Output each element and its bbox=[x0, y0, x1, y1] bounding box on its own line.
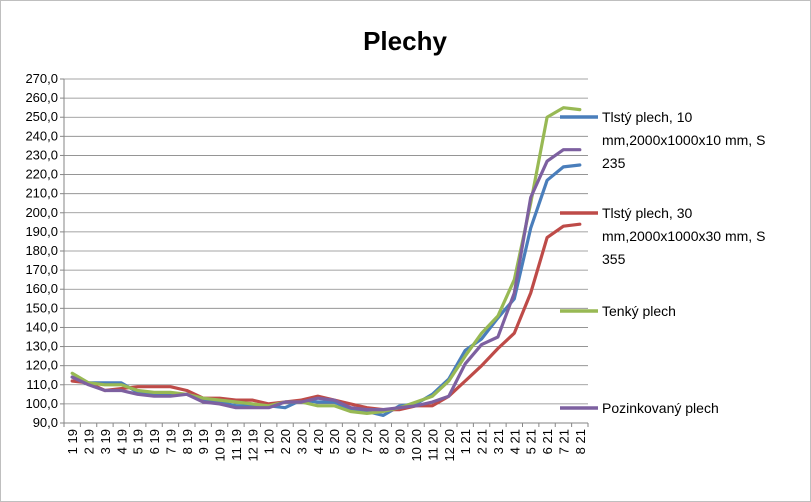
gridlines bbox=[64, 78, 588, 405]
legend-label-4: Pozinkovaný plech bbox=[602, 400, 719, 416]
legend-label-2: 355 bbox=[602, 251, 626, 267]
x-tick-label: 4 20 bbox=[311, 429, 326, 454]
series-line-3 bbox=[70, 106, 582, 415]
x-tick-label: 3 20 bbox=[294, 429, 309, 454]
y-tick-label: 140,0 bbox=[25, 319, 58, 334]
x-tick-label: 5 20 bbox=[327, 429, 342, 454]
x-tick-label: 8 20 bbox=[376, 429, 391, 454]
y-tick-label: 190,0 bbox=[25, 224, 58, 239]
x-tick-label: 5 21 bbox=[524, 429, 539, 454]
y-tick-label: 170,0 bbox=[25, 262, 58, 277]
legend: Tlstý plech, 10 mm,2000x1000x10 mm, S 235 T… bbox=[560, 109, 765, 416]
y-tick-label: 220,0 bbox=[25, 167, 58, 182]
x-tick-label: 6 19 bbox=[147, 429, 162, 454]
x-tick-label: 5 19 bbox=[131, 429, 146, 454]
series-line-4 bbox=[70, 148, 582, 412]
x-tick-label: 12 20 bbox=[442, 429, 457, 462]
y-tick-label: 120,0 bbox=[25, 358, 58, 373]
x-tick-label: 7 20 bbox=[360, 429, 375, 454]
x-axis-ticks: 1 19 2 19 3 19 4 19 5 19 6 19 7 19 8 19 9 19 10 1… bbox=[63, 423, 589, 462]
y-tick-label: 270,0 bbox=[25, 71, 58, 86]
x-tick-label: 4 21 bbox=[507, 429, 522, 454]
legend-label-1: mm,2000x1000x10 mm, S bbox=[602, 132, 765, 148]
y-tick-label: 230,0 bbox=[25, 147, 58, 162]
y-tick-label: 100,0 bbox=[25, 396, 58, 411]
y-tick-label: 240,0 bbox=[25, 128, 58, 143]
y-tick-label: 150,0 bbox=[25, 300, 58, 315]
x-tick-label: 12 19 bbox=[245, 429, 260, 462]
x-tick-label: 3 19 bbox=[98, 429, 113, 454]
y-tick-label: 90,0 bbox=[33, 415, 58, 430]
y-axis-ticks: 90,0 100,0 110,0 120,0 130,0 140,0 150,0 160,0 1… bbox=[25, 71, 64, 430]
x-tick-label: 1 21 bbox=[458, 429, 473, 454]
chart-title: Plechy bbox=[363, 26, 447, 56]
x-tick-label: 2 21 bbox=[475, 429, 490, 454]
series-line-1 bbox=[70, 163, 582, 417]
x-tick-label: 6 21 bbox=[540, 429, 555, 454]
x-tick-label: 9 19 bbox=[196, 429, 211, 454]
legend-label-1: 235 bbox=[602, 155, 626, 171]
x-tick-label: 2 19 bbox=[82, 429, 97, 454]
y-tick-label: 250,0 bbox=[25, 109, 58, 124]
series-line-2 bbox=[70, 222, 582, 412]
x-tick-label: 10 20 bbox=[409, 429, 424, 462]
y-tick-label: 260,0 bbox=[25, 90, 58, 105]
y-tick-label: 200,0 bbox=[25, 205, 58, 220]
x-tick-label: 2 20 bbox=[278, 429, 293, 454]
x-tick-label: 4 19 bbox=[114, 429, 129, 454]
y-tick-label: 180,0 bbox=[25, 243, 58, 258]
y-tick-label: 110,0 bbox=[26, 377, 58, 392]
legend-label-1: Tlstý plech, 10 bbox=[602, 109, 692, 125]
x-tick-label: 10 19 bbox=[213, 429, 228, 462]
x-tick-label: 8 21 bbox=[573, 429, 588, 454]
x-tick-label: 3 21 bbox=[491, 429, 506, 454]
x-tick-label: 8 19 bbox=[180, 429, 195, 454]
x-tick-label: 1 19 bbox=[65, 429, 80, 454]
x-tick-label: 7 21 bbox=[556, 429, 571, 454]
x-tick-label: 11 20 bbox=[425, 429, 440, 461]
legend-label-3: Tenký plech bbox=[602, 303, 676, 319]
x-tick-label: 11 19 bbox=[229, 429, 244, 461]
legend-label-2: mm,2000x1000x30 mm, S bbox=[602, 228, 765, 244]
series-lines bbox=[70, 106, 582, 417]
x-tick-label: 9 20 bbox=[393, 429, 408, 454]
legend-label-2: Tlstý plech, 30 bbox=[602, 205, 692, 221]
y-tick-label: 160,0 bbox=[25, 281, 58, 296]
y-tick-label: 210,0 bbox=[25, 186, 58, 201]
x-tick-label: 1 20 bbox=[262, 429, 277, 454]
x-tick-label: 6 20 bbox=[344, 429, 359, 454]
y-tick-label: 130,0 bbox=[25, 339, 58, 354]
x-tick-label: 7 19 bbox=[163, 429, 178, 454]
